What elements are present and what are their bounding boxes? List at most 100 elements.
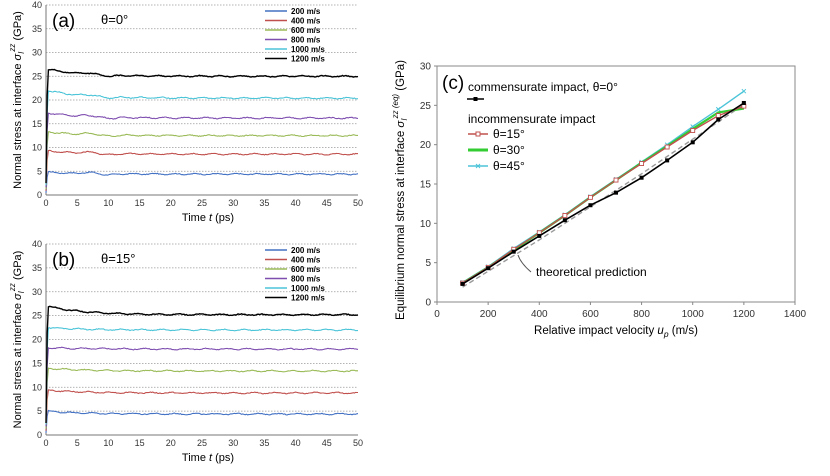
legend-label: 1200 m/s [291,294,325,303]
legend-heading-commensurate: commensurate impact, θ=0° [468,80,618,94]
x-tick-label: 10 [103,198,113,208]
legend-marker [475,131,481,137]
legend-label: θ=30° [493,143,525,157]
legend-label: 400 m/s [291,17,321,26]
data-point [614,190,618,195]
y-tick-label: 15 [420,180,432,191]
data-point [486,266,491,271]
series-line-800-m-s [45,112,359,188]
x-tick-label: 200 [480,309,497,320]
x-tick-label: 20 [166,438,176,448]
data-point [639,161,645,166]
series-line-200-m-s [45,409,359,433]
x-tick-label: 0 [43,438,48,448]
x-tick-label: 25 [197,198,207,208]
data-point [639,175,644,180]
y-tick-label: 30 [32,48,42,58]
legend-marker [475,163,481,169]
data-point [562,218,567,223]
data-point [460,281,465,286]
y-tick-label: 0 [425,298,431,309]
legend-label: 200 m/s [291,7,321,16]
x-tick-label: 15 [135,438,145,448]
x-tick-label: 25 [197,438,207,448]
legend-label: 600 m/s [291,265,321,274]
series-line-1200-m-s [45,68,359,184]
legend-label: 800 m/s [291,275,321,284]
series-line-600-m-s [45,131,358,190]
data-point [613,177,619,183]
x-tick-label: 30 [228,198,238,208]
x-tick-label: 35 [259,198,269,208]
data-point [715,113,721,119]
series-line-1200-m-s [45,305,359,424]
data-point [715,106,721,112]
y-axis-label: Equilibrium normal stress at interface σ… [391,60,409,320]
y-tick-label: 30 [32,287,42,297]
y-tick-label: 5 [37,406,42,416]
series-line-1000-m-s [45,90,359,186]
data-point [511,249,516,254]
x-tick-label: 40 [291,438,301,448]
series-line-800-m-s [45,346,359,427]
x-tick-label: 0 [434,309,440,320]
legend-heading-incommensurate: incommensurate impact [468,112,596,126]
x-tick-label: 35 [259,438,269,448]
y-axis-label: Normal stress at interface σIzz (GPa) [8,251,26,429]
x-tick-label: 50 [353,198,363,208]
series-line-1 [462,105,745,284]
y-tick-label: 15 [32,358,42,368]
series-line-400-m-s [45,149,359,191]
panel-label: (c) [442,73,464,94]
legend-label: 1200 m/s [291,55,325,64]
x-tick-label: 20 [166,198,176,208]
x-axis-label: Time t (ps) [182,212,234,224]
data-point [741,100,746,105]
y-tick-label: 20 [420,140,432,151]
y-tick-label: 0 [37,430,42,440]
y-tick-label: 20 [32,335,42,345]
y-tick-label: 25 [32,311,42,321]
x-tick-label: 0 [43,198,48,208]
legend-label: θ=15° [493,127,525,141]
data-point [741,88,747,94]
x-tick-label: 800 [633,309,650,320]
angle-label: θ=15° [101,251,135,266]
x-tick-label: 1400 [784,309,807,320]
series-line-200-m-s [45,170,359,193]
x-axis-label: Relative impact velocity up (m/s) [534,325,698,339]
legend-marker [473,97,478,101]
series-line-0 [462,102,745,285]
y-tick-label: 5 [425,258,431,269]
x-tick-label: 5 [75,438,80,448]
x-tick-label: 400 [531,309,548,320]
annotation-leader [517,254,532,273]
x-tick-label: 45 [322,198,332,208]
legend-label: θ=45° [493,159,525,173]
y-tick-label: 10 [32,382,42,392]
annotation-theoretical: theoretical prediction [536,265,647,279]
y-tick-label: 40 [32,0,42,10]
legend-label: 400 m/s [291,256,321,265]
y-tick-label: 35 [32,24,42,34]
legend-label: 800 m/s [291,36,321,45]
x-tick-label: 600 [582,309,599,320]
y-tick-label: 5 [37,166,42,176]
y-tick-label: 40 [32,239,42,249]
x-tick-label: 1200 [733,309,756,320]
x-tick-label: 15 [135,198,145,208]
x-axis-label: Time t (ps) [182,452,234,464]
x-tick-label: 5 [75,198,80,208]
data-point [537,233,542,238]
data-point [587,194,593,200]
y-tick-label: 25 [420,101,432,112]
y-tick-label: 0 [37,190,42,200]
legend-label: 1000 m/s [291,284,325,293]
y-tick-label: 20 [32,95,42,105]
panel-b: 0 5 10 15 20 25 30 35 40 0 5 10 15 20 25 30 35 40 45 50 200 … [8,239,363,464]
y-tick-label: 10 [420,219,432,230]
data-point [690,128,696,133]
panel-a: 0 5 10 15 20 25 30 35 40 0 5 10 15 20 25 30 35 40 45 50 200 … [8,0,363,224]
panel-c: 0 5 10 15 20 25 30 0 200 400 600 800 1000 1200 1400 (c)… [391,60,807,339]
